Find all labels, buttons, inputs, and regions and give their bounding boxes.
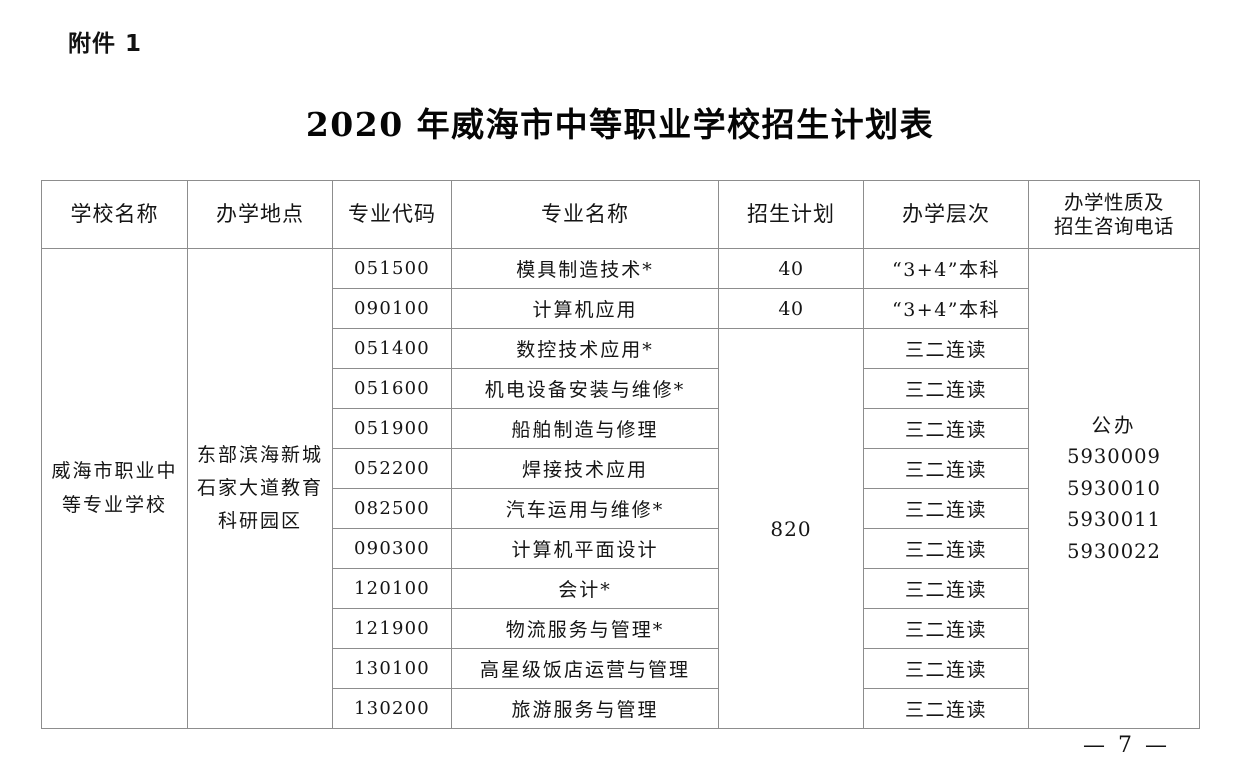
- cell-education-level: 三二连读: [863, 448, 1029, 489]
- phone-4: 5930022: [1067, 539, 1161, 563]
- table-row: 051600 机电设备安装与维修* 三二连读: [42, 368, 1200, 409]
- cell-major-code: 082500: [332, 488, 452, 529]
- campus-location-line3: 科研园区: [217, 510, 302, 533]
- cell-major-name: 计算机应用: [451, 288, 719, 329]
- school-name-line2: 等专业学校: [61, 493, 167, 516]
- enrollment-plan-table: 学校名称 办学地点 专业代码 专业名称 招生计划 办学层次 办学性质及 招生咨询…: [41, 180, 1200, 729]
- school-name-line1: 威海市职业中: [51, 460, 178, 483]
- cell-education-level: 三二连读: [863, 328, 1029, 369]
- column-header-nature-and-phone: 办学性质及 招生咨询电话: [1028, 180, 1200, 249]
- table-row: 121900 物流服务与管理* 三二连读: [42, 608, 1200, 649]
- cell-major-code: 051600: [332, 368, 452, 409]
- table-row: 130100 高星级饭店运营与管理 三二连读: [42, 648, 1200, 689]
- cell-education-level: 三二连读: [863, 368, 1029, 409]
- table-header-row: 学校名称 办学地点 专业代码 专业名称 招生计划 办学层次 办学性质及 招生咨询…: [41, 180, 1200, 249]
- table-row: 082500 汽车运用与维修* 三二连读: [42, 488, 1200, 529]
- table-row: 052200 焊接技术应用 三二连读: [42, 448, 1200, 489]
- cell-major-name: 物流服务与管理*: [451, 608, 719, 649]
- cell-enrollment-plan: 40: [718, 288, 864, 329]
- cell-campus-location: 东部滨海新城 石家大道教育 科研园区: [187, 248, 333, 729]
- cell-major-code: 090100: [332, 288, 452, 329]
- cell-major-name: 机电设备安装与维修*: [451, 368, 719, 409]
- attachment-label: 附件 1: [68, 31, 143, 57]
- cell-education-level: 三二连读: [863, 608, 1029, 649]
- cell-enrollment-plan-merged: 820: [718, 328, 864, 729]
- column-header-campus-location: 办学地点: [187, 180, 333, 249]
- cell-major-code: 130200: [332, 688, 452, 729]
- table-row: 威海市职业中 等专业学校 东部滨海新城 石家大道教育 科研园区 051500 模…: [41, 248, 1200, 729]
- cell-school-name: 威海市职业中 等专业学校: [41, 248, 188, 729]
- cell-education-level: “3+4”本科: [863, 288, 1029, 329]
- cell-nature-and-phones: 公办 5930009 5930010 5930011 5930022: [1028, 248, 1200, 729]
- column-header-major-name: 专业名称: [451, 180, 719, 249]
- cell-major-name: 汽车运用与维修*: [451, 488, 719, 529]
- enrollment-plan-table-container: 学校名称 办学地点 专业代码 专业名称 招生计划 办学层次 办学性质及 招生咨询…: [41, 180, 1200, 729]
- page-title: 2020 年威海市中等职业学校招生计划表: [305, 105, 935, 144]
- column-header-nature-line1: 办学性质及: [1063, 190, 1164, 214]
- column-header-enrollment-plan: 招生计划: [718, 180, 864, 249]
- cell-major-code: 051400: [332, 328, 452, 369]
- cell-major-code: 051500: [332, 248, 452, 289]
- table-row: 051400 数控技术应用* 820 三二连读: [42, 328, 1200, 729]
- cell-major-name: 高星级饭店运营与管理: [451, 648, 719, 689]
- column-header-school-name: 学校名称: [41, 180, 188, 249]
- cell-major-code: 051900: [332, 408, 452, 449]
- cell-major-name: 数控技术应用*: [451, 328, 719, 369]
- campus-location-line2: 石家大道教育: [196, 476, 323, 499]
- phone-2: 5930010: [1067, 476, 1161, 500]
- cell-education-level: 三二连读: [863, 648, 1029, 689]
- column-header-major-code: 专业代码: [332, 180, 452, 249]
- cell-education-level: “3+4”本科: [863, 248, 1029, 289]
- cell-major-name: 计算机平面设计: [451, 528, 719, 569]
- cell-education-level: 三二连读: [863, 488, 1029, 529]
- phone-3: 5930011: [1067, 508, 1161, 532]
- cell-major-code: 120100: [332, 568, 452, 609]
- cell-major-name: 会计*: [451, 568, 719, 609]
- table-body: 威海市职业中 等专业学校 东部滨海新城 石家大道教育 科研园区 051500 模…: [41, 248, 1200, 729]
- cell-major-code: 121900: [332, 608, 452, 649]
- cell-major-code: 052200: [332, 448, 452, 489]
- cell-enrollment-plan: 40: [718, 248, 864, 289]
- cell-education-level: 三二连读: [863, 568, 1029, 609]
- cell-major-name: 旅游服务与管理: [451, 688, 719, 729]
- campus-location-line1: 东部滨海新城: [196, 443, 323, 466]
- cell-major-name: 焊接技术应用: [451, 448, 719, 489]
- column-header-nature-line2: 招生咨询电话: [1053, 214, 1174, 238]
- cell-major-code: 130100: [332, 648, 452, 689]
- table-row: 051900 船舶制造与修理 三二连读: [42, 408, 1200, 449]
- table-row: 090100 计算机应用 40 “3+4”本科: [42, 288, 1200, 329]
- phone-1: 5930009: [1067, 445, 1161, 469]
- table-row: 120100 会计* 三二连读: [42, 568, 1200, 609]
- cell-major-name: 模具制造技术*: [451, 248, 719, 289]
- nature-label: 公办: [1091, 413, 1137, 437]
- table-row: 130200 旅游服务与管理 三二连读: [42, 688, 1200, 729]
- cell-education-level: 三二连读: [863, 688, 1029, 729]
- table-row: 090300 计算机平面设计 三二连读: [42, 528, 1200, 569]
- cell-education-level: 三二连读: [863, 408, 1029, 449]
- cell-major-code: 090300: [332, 528, 452, 569]
- page-number-footer: — 7 —: [1083, 733, 1170, 758]
- cell-education-level: 三二连读: [863, 528, 1029, 569]
- cell-major-name: 船舶制造与修理: [451, 408, 719, 449]
- column-header-education-level: 办学层次: [863, 180, 1029, 249]
